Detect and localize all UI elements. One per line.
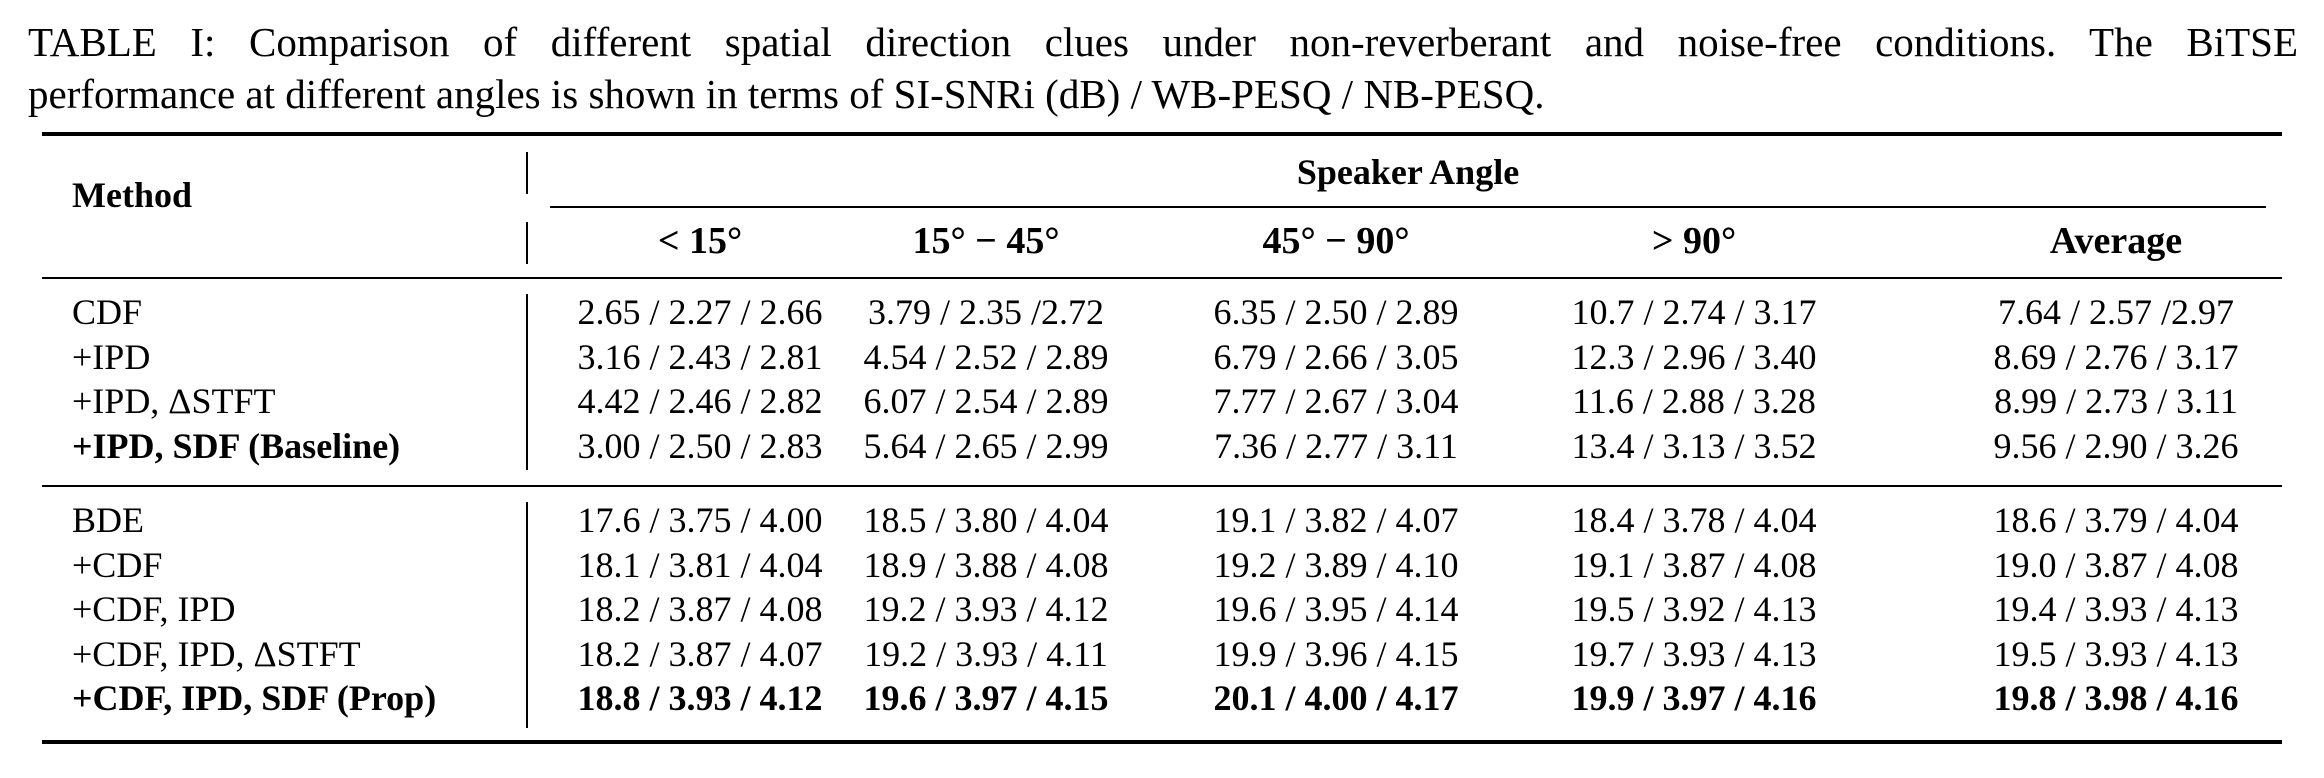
value-cell: 18.6 / 3.79 / 4.04	[1993, 500, 2239, 540]
value-cell: 19.2 / 3.89 / 4.10	[1213, 544, 1459, 585]
value-cell: 7.36 / 2.77 / 3.11	[1214, 425, 1458, 466]
value-cell: 19.9 / 3.96 / 4.15	[1213, 633, 1459, 674]
column-header-4: > 90°	[1651, 220, 1737, 262]
value-cell: 4.42 / 2.46 / 2.82	[577, 381, 823, 422]
value-cell: 19.6 / 3.95 / 4.14	[1213, 589, 1459, 630]
table-caption: TABLE I: Comparison of different spatial…	[28, 16, 2298, 120]
method-cell: +CDF, IPD	[72, 589, 236, 630]
value-cell: 18.2 / 3.87 / 4.08	[577, 589, 823, 630]
value-cell: 7.77 / 2.67 / 3.04	[1213, 381, 1459, 422]
value-cell: 18.9 / 3.88 / 4.08	[863, 544, 1109, 585]
value-cell: 3.79 / 2.35 /2.72	[867, 292, 1104, 332]
value-cell: 6.35 / 2.50 / 2.89	[1213, 292, 1459, 332]
group-header-rule	[550, 206, 2266, 208]
value-cell: 18.1 / 3.81 / 4.04	[577, 544, 823, 585]
value-cell: 4.54 / 2.52 / 2.89	[863, 336, 1109, 377]
table-bottom-rule	[42, 740, 2282, 744]
value-cell: 13.4 / 3.13 / 3.52	[1571, 425, 1817, 466]
value-cell: 19.6 / 3.97 / 4.15	[863, 678, 1109, 719]
value-cell: 18.5 / 3.80 / 4.04	[863, 500, 1109, 540]
value-cell: 12.3 / 2.96 / 3.40	[1571, 336, 1817, 377]
value-cell: 5.64 / 2.65 / 2.99	[863, 425, 1109, 466]
section1-vertical-rule	[526, 294, 528, 470]
value-cell: 19.5 / 3.93 / 4.13	[1993, 633, 2239, 674]
method-cell: +IPD	[72, 336, 151, 377]
column-header-1: < 15°	[657, 220, 743, 262]
method-header: Method	[72, 175, 192, 215]
value-cell: 19.1 / 3.87 / 4.08	[1571, 544, 1817, 585]
method-cell: +IPD, SDF (Baseline)	[72, 425, 401, 466]
header-vertical-rule-2	[526, 222, 528, 264]
value-cell: 6.79 / 2.66 / 3.05	[1213, 336, 1459, 377]
value-cell: 2.65 / 2.27 / 2.66	[577, 292, 823, 332]
method-cell: +CDF, IPD, ΔSTFT	[72, 633, 361, 674]
column-header-3: 45° − 90°	[1262, 220, 1410, 262]
value-cell: 19.1 / 3.82 / 4.07	[1213, 500, 1459, 540]
caption-line-1: TABLE I: Comparison of different spatial…	[28, 19, 2298, 65]
column-header-5: Average	[2049, 220, 2183, 262]
method-cell: BDE	[72, 500, 144, 540]
caption-line-2: performance at different angles is shown…	[28, 71, 1545, 117]
table-top-rule	[42, 132, 2282, 136]
speaker-angle-header: Speaker Angle	[1296, 152, 1520, 192]
method-cell: +CDF	[72, 544, 163, 585]
value-cell: 19.8 / 3.98 / 4.16	[1993, 678, 2239, 719]
value-cell: 18.2 / 3.87 / 4.07	[577, 633, 823, 674]
value-cell: 17.6 / 3.75 / 4.00	[577, 500, 823, 540]
value-cell: 8.99 / 2.73 / 3.11	[1994, 381, 2238, 422]
value-cell: 6.07 / 2.54 / 2.89	[863, 381, 1109, 422]
header-vertical-rule-1	[526, 152, 528, 194]
value-cell: 19.4 / 3.93 / 4.13	[1993, 589, 2239, 630]
method-cell: +IPD, ΔSTFT	[72, 381, 276, 422]
value-cell: 19.9 / 3.97 / 4.16	[1571, 678, 1817, 719]
value-cell: 8.69 / 2.76 / 3.17	[1993, 336, 2239, 377]
method-cell: CDF	[72, 292, 143, 332]
value-cell: 19.0 / 3.87 / 4.08	[1993, 544, 2239, 585]
value-cell: 11.6 / 2.88 / 3.28	[1572, 381, 1816, 422]
header-bottom-rule	[42, 277, 2282, 279]
value-cell: 19.2 / 3.93 / 4.12	[863, 589, 1109, 630]
section2-vertical-rule	[526, 502, 528, 728]
value-cell: 19.7 / 3.93 / 4.13	[1571, 633, 1817, 674]
value-cell: 10.7 / 2.74 / 3.17	[1571, 292, 1817, 332]
value-cell: 19.5 / 3.92 / 4.13	[1571, 589, 1817, 630]
value-cell: 20.1 / 4.00 / 4.17	[1213, 678, 1459, 719]
value-cell: 3.00 / 2.50 / 2.83	[577, 425, 823, 466]
value-cell: 19.2 / 3.93 / 4.11	[864, 633, 1108, 674]
value-cell: 7.64 / 2.57 /2.97	[1997, 292, 2234, 332]
value-cell: 9.56 / 2.90 / 3.26	[1993, 425, 2239, 466]
section-separator-rule	[42, 485, 2282, 487]
method-cell: +CDF, IPD, SDF (Prop)	[72, 678, 437, 719]
value-cell: 3.16 / 2.43 / 2.81	[577, 336, 823, 377]
value-cell: 18.4 / 3.78 / 4.04	[1571, 500, 1817, 540]
value-cell: 18.8 / 3.93 / 4.12	[577, 678, 823, 719]
column-header-2: 15° − 45°	[912, 220, 1060, 262]
